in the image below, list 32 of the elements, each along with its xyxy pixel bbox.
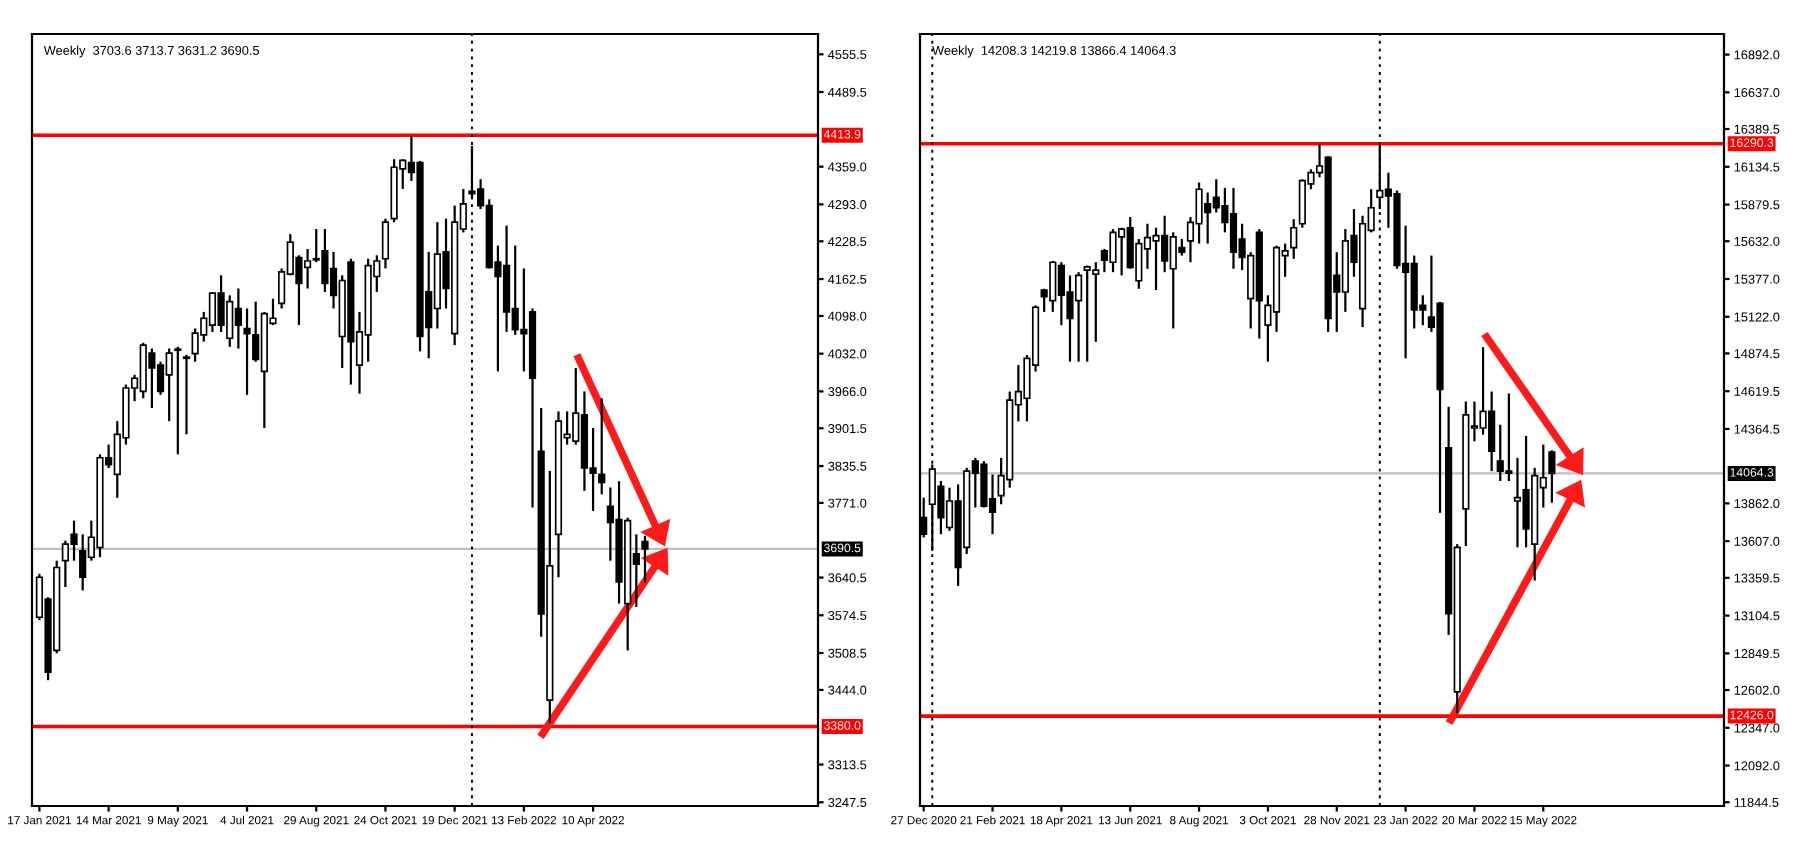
candlestick	[511, 244, 519, 336]
candlestick	[1522, 434, 1530, 549]
candlestick	[174, 345, 182, 456]
candlestick	[70, 519, 78, 562]
candlestick	[165, 347, 173, 423]
candlestick	[641, 534, 649, 584]
candlestick	[1083, 264, 1091, 363]
candlestick	[1152, 226, 1160, 292]
candlestick	[1496, 423, 1504, 483]
candlestick	[1290, 218, 1298, 260]
candlestick	[1505, 392, 1513, 483]
candlestick	[1548, 449, 1556, 504]
candlestick	[1229, 186, 1238, 270]
candlestick	[243, 307, 251, 396]
candlestick	[303, 247, 312, 290]
candlestick	[156, 360, 165, 396]
candlestick	[234, 287, 243, 350]
candlestick	[79, 533, 87, 592]
candlestick	[148, 347, 156, 410]
candlestick	[1049, 259, 1057, 313]
candlestick	[139, 341, 147, 400]
candlestick	[217, 274, 225, 334]
candlestick	[1169, 231, 1177, 330]
candlestick	[208, 290, 217, 334]
candlestick	[1092, 261, 1100, 343]
candlestick	[182, 353, 191, 436]
candlestick	[1074, 271, 1083, 363]
candlestick	[502, 224, 511, 334]
candlestick	[1513, 456, 1522, 549]
candlestick	[520, 267, 528, 373]
candlestick	[1410, 254, 1418, 330]
candlestick	[1109, 227, 1117, 274]
